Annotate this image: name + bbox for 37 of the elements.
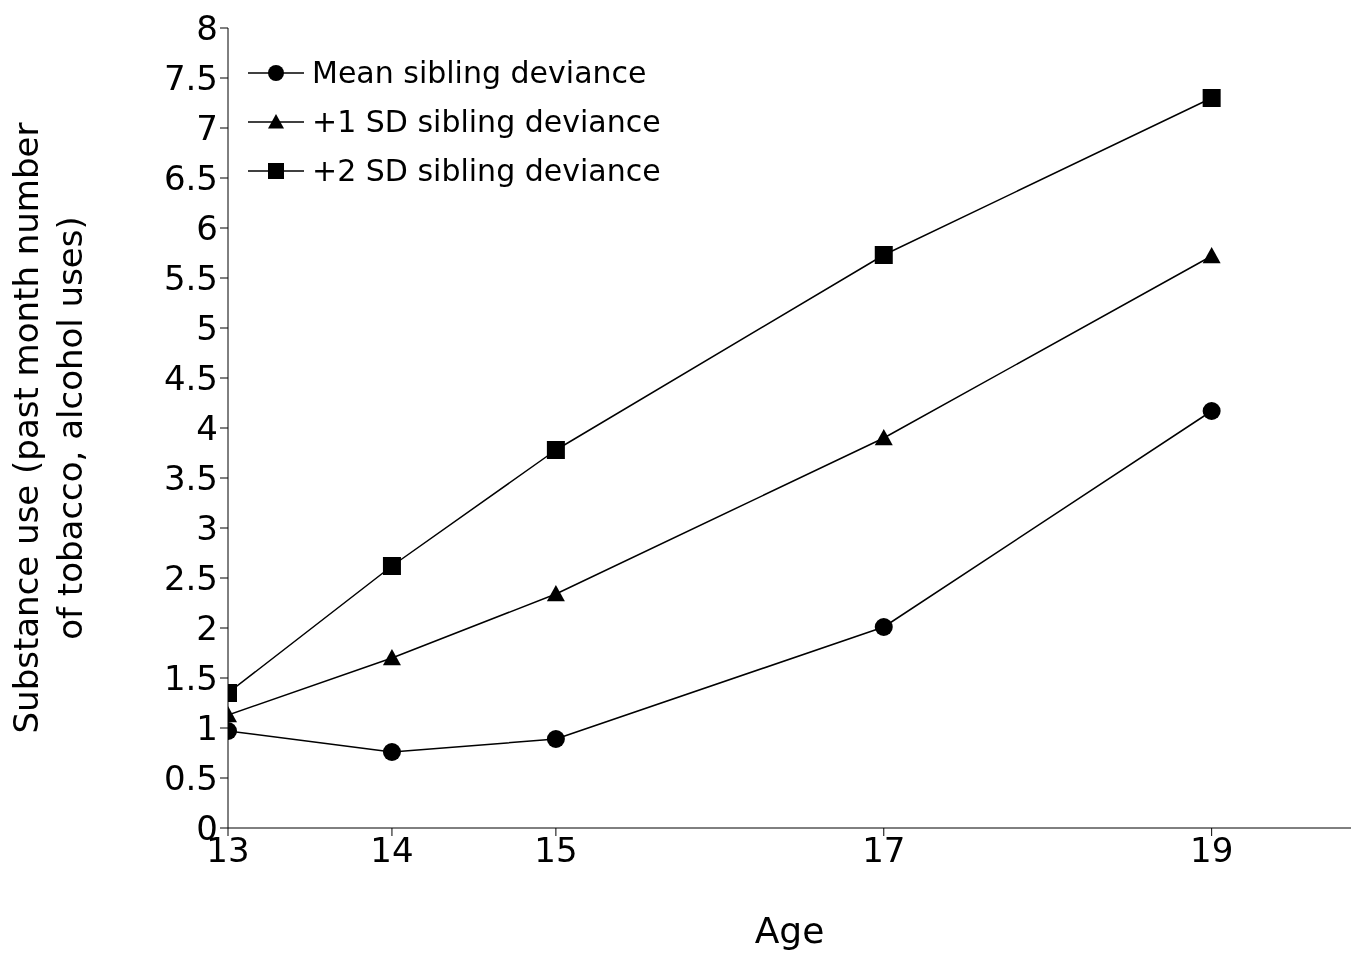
point [1202,402,1221,420]
legend-label: Mean sibling deviance [312,55,647,90]
point [1202,247,1221,264]
point [1202,89,1221,107]
y-tick-label: 6.5 [163,158,218,199]
legend-label: +2 SD sibling deviance [312,153,661,188]
y-tick-label: 7 [196,108,218,149]
point [382,557,401,575]
y-tick-label: 2 [196,608,218,649]
x-tick-label: 19 [1190,830,1234,871]
point [382,649,401,666]
x-tick-label: 14 [370,830,414,871]
y-tick-label: 5 [196,308,218,349]
y-tick-label: 5.5 [163,258,218,299]
x-axis-title: Age [754,910,825,951]
y-tick-label: 7.5 [163,58,218,99]
y-tick-label: 4.5 [163,358,218,399]
legend-label: +1 SD sibling deviance [312,104,661,139]
x-tick-label: 15 [534,830,578,871]
point [874,246,893,264]
y-axis-title: Substance use (past month number of tobacco, alcohol uses) [6,122,90,734]
point [546,441,565,459]
y-tick-label: 3.5 [163,458,218,499]
y-tick-label: 6 [196,208,218,249]
point [382,743,401,761]
point [874,618,893,636]
y-tick-label: 2.5 [163,558,218,599]
point [546,585,565,602]
y-tick-label: 1 [196,708,218,749]
x-tick-label: 17 [862,830,906,871]
y-tick-label: 8 [196,8,218,49]
point [546,730,565,748]
y-tick-label: 3 [196,508,218,549]
point [874,429,893,446]
y-tick-label: 1.5 [163,658,218,699]
y-tick-label: 4 [196,408,218,449]
y-tick-label: 0.5 [163,758,218,799]
